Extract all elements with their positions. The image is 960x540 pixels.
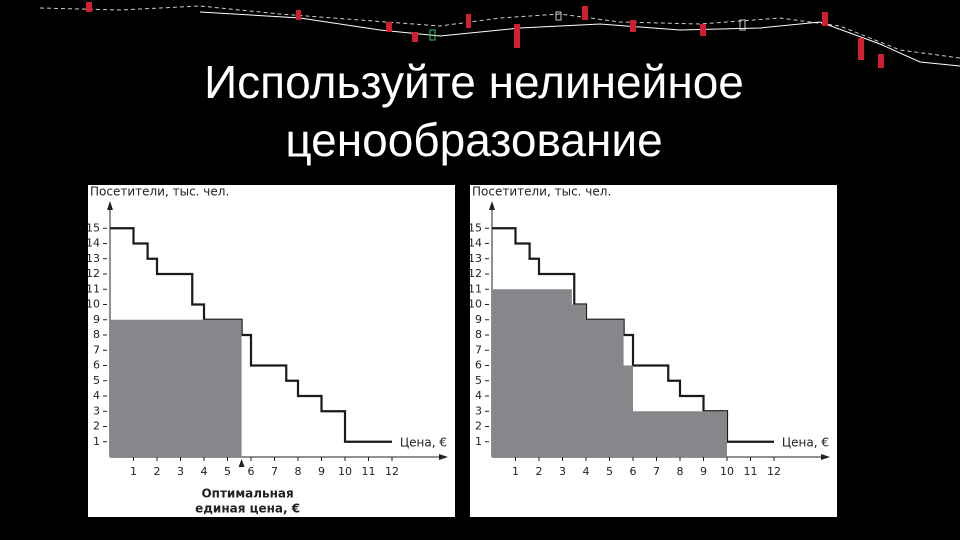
x-tick-label: 7 — [653, 465, 660, 478]
y-tick-label: 10 — [468, 298, 482, 311]
x-tick-label: 12 — [767, 465, 781, 478]
revenue-area — [110, 319, 242, 457]
annotation: Оптимальная — [201, 487, 293, 501]
candle — [466, 14, 471, 28]
decoration — [39, 2, 960, 68]
y-tick-label: 8 — [93, 328, 100, 341]
y-tick-label: 12 — [468, 267, 482, 280]
y-tick-label: 11 — [468, 282, 482, 295]
y-tick-label: 14 — [468, 237, 482, 250]
candle — [429, 29, 436, 41]
candle — [739, 19, 746, 31]
y-tick-label: 6 — [475, 359, 482, 372]
x-tick-label: 6 — [630, 465, 637, 478]
y-tick-label: 13 — [86, 252, 100, 265]
x-tick-label: 5 — [606, 465, 613, 478]
candle — [412, 32, 418, 42]
y-tick-label: 8 — [475, 328, 482, 341]
x-tick-label: 3 — [559, 465, 566, 478]
x-tick-label: 11 — [362, 465, 376, 478]
x-tick-label: 1 — [130, 465, 137, 478]
x-tick-label: 3 — [177, 465, 184, 478]
candle — [514, 24, 520, 48]
y-tick-label: 2 — [93, 420, 100, 433]
y-tick-label: 7 — [475, 343, 482, 356]
y-tick-label: 3 — [93, 404, 100, 417]
x-tick-label: 2 — [536, 465, 543, 478]
x-tick-label: 10 — [720, 465, 734, 478]
y-tick-label: 10 — [86, 298, 100, 311]
y-tick-label: 9 — [93, 313, 100, 326]
annotation-arrow — [238, 459, 245, 467]
y-tick-label: 9 — [475, 313, 482, 326]
y-tick-label: 13 — [468, 252, 482, 265]
y-tick-label: 1 — [475, 435, 482, 448]
x-tick-label: 12 — [385, 465, 399, 478]
x-tick-label: 4 — [201, 465, 208, 478]
x-tick-label: 1 — [512, 465, 519, 478]
y-axis-label: Посетители, тыс. чел. — [90, 185, 229, 199]
y-tick-label: 6 — [93, 359, 100, 372]
x-tick-label: 10 — [338, 465, 352, 478]
y-tick-label: 12 — [86, 267, 100, 280]
y-tick-label: 14 — [86, 237, 100, 250]
y-tick-label: 4 — [475, 389, 482, 402]
x-tick-label: 5 — [224, 465, 231, 478]
x-tick-label: 8 — [677, 465, 684, 478]
slide-title: Используйте нелинейное — [204, 56, 744, 108]
y-tick-label: 1 — [93, 435, 100, 448]
x-tick-label: 2 — [154, 465, 161, 478]
y-axis-arrow — [107, 201, 113, 210]
x-tick-label: 9 — [318, 465, 325, 478]
decor-line — [39, 5, 960, 59]
candle — [555, 11, 562, 21]
y-tick-label: 7 — [93, 343, 100, 356]
y-tick-label: 11 — [86, 282, 100, 295]
candle — [822, 12, 828, 26]
candle — [878, 54, 884, 68]
y-tick-label: 3 — [475, 404, 482, 417]
x-axis-label: Цена, € — [400, 436, 447, 450]
y-tick-label: 5 — [475, 374, 482, 387]
x-axis-arrow — [439, 454, 448, 460]
y-axis-label: Посетители, тыс. чел. — [472, 185, 611, 199]
y-axis-arrow — [489, 201, 495, 210]
candle — [700, 24, 706, 36]
y-tick-label: 15 — [468, 221, 482, 234]
x-tick-label: 6 — [248, 465, 255, 478]
x-tick-label: 9 — [700, 465, 707, 478]
x-axis-label: Цена, € — [782, 436, 829, 450]
x-tick-label: 4 — [583, 465, 590, 478]
candle — [86, 2, 92, 12]
y-tick-label: 2 — [475, 420, 482, 433]
candle — [386, 22, 392, 32]
x-axis-arrow — [821, 454, 830, 460]
decor-line — [199, 11, 960, 67]
x-tick-label: 7 — [271, 465, 278, 478]
y-tick-label: 5 — [93, 374, 100, 387]
slide-title: ценообразование — [285, 114, 662, 166]
revenue-area — [492, 289, 727, 457]
candle — [296, 10, 301, 20]
annotation: единая цена, € — [195, 502, 300, 516]
x-tick-label: 11 — [744, 465, 758, 478]
x-tick-label: 8 — [295, 465, 302, 478]
candle — [858, 38, 864, 60]
candle — [582, 6, 588, 20]
candle — [630, 20, 636, 32]
y-tick-label: 15 — [86, 221, 100, 234]
y-tick-label: 4 — [93, 389, 100, 402]
